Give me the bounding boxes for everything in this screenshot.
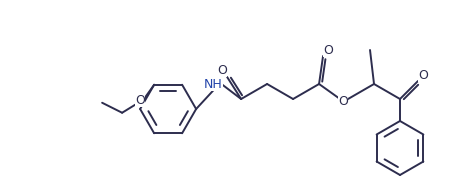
Text: O: O	[217, 64, 227, 76]
Text: O: O	[338, 94, 348, 107]
Text: O: O	[135, 94, 145, 107]
Text: NH: NH	[204, 77, 223, 91]
Text: O: O	[323, 44, 333, 56]
Text: O: O	[418, 68, 428, 82]
